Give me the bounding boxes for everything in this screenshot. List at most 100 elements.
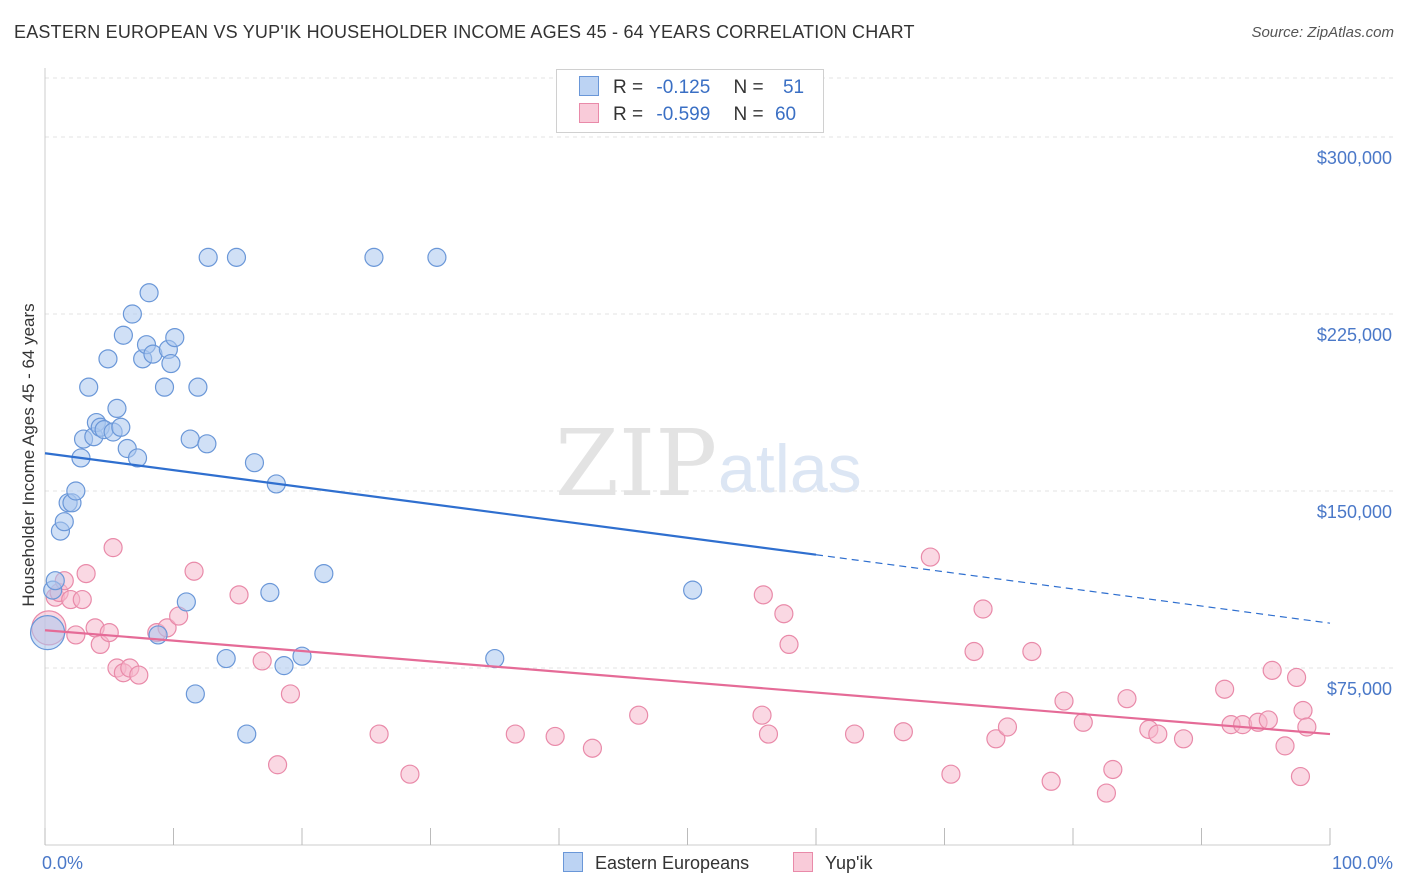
yupik-point-20 (229, 585, 249, 605)
yupik-point-30 (753, 585, 773, 605)
yupik-point-60 (1286, 667, 1307, 688)
yupik-point-34 (779, 634, 799, 655)
yupik-point-58 (1262, 660, 1282, 680)
watermark-zip: ZIP (555, 410, 717, 517)
yupik-point-38 (941, 764, 961, 784)
yupik-point-48 (1103, 759, 1123, 780)
yupik-point-33 (774, 604, 794, 624)
eastern-european-point-15 (98, 349, 118, 369)
yupik-point-32 (752, 705, 772, 725)
legend-swatch-blue (579, 76, 599, 96)
eastern-european-point-31 (165, 328, 185, 348)
legend-n-value-blue: 51 (782, 77, 805, 98)
yupik-point-21 (252, 651, 272, 671)
yupik-point-39 (964, 641, 984, 662)
yupik-point-59 (1275, 736, 1295, 756)
eastern-european-point-33 (180, 429, 200, 449)
legend-r-value-blue: -0.125 (656, 77, 711, 98)
correlation-legend: R = -0.125 N = 51 R = -0.599 N = 60 (556, 69, 824, 133)
bottom-legend-eastern-europeans: Eastern Europeans (563, 852, 749, 874)
yupik-point-23 (280, 684, 301, 704)
bottom-legend-swatch-pink (793, 852, 813, 872)
yupik-point-41 (986, 729, 1006, 749)
yupik-point-7 (76, 563, 96, 584)
eastern-european-point-18 (111, 417, 131, 437)
legend-n-value-pink: 60 (774, 104, 797, 125)
eastern-european-point-46 (314, 563, 334, 584)
axes (44, 68, 1331, 846)
yupik-point-11 (103, 538, 123, 558)
yupik-point-49 (1117, 689, 1137, 709)
eastern-european-point-37 (198, 247, 218, 267)
eastern-european-point-7 (66, 481, 86, 501)
eastern-european-point-10 (79, 377, 99, 397)
eastern-european-point-42 (260, 582, 280, 603)
yupik-point-63 (1290, 766, 1311, 787)
y-tick-label-1: $150,000 (1317, 502, 1392, 522)
eastern-european-point-39 (226, 247, 247, 267)
eastern-european-point-44 (274, 656, 294, 676)
x-tick-label-0: 0.0% (42, 853, 83, 873)
yupik-point-31 (758, 724, 779, 744)
bottom-legend-yupik: Yup'ik (793, 852, 872, 874)
yupik-point-45 (1054, 691, 1074, 711)
y-tick-label-3: $300,000 (1317, 148, 1392, 168)
yupik-point-19 (184, 561, 204, 581)
yupik-point-51 (1148, 724, 1168, 744)
yupik-point-52 (1173, 729, 1194, 749)
eastern-european-point-32 (176, 592, 196, 612)
eastern-european-point-19 (113, 325, 133, 345)
eastern-european-point-25 (139, 283, 159, 303)
legend-r-value-pink: -0.599 (656, 104, 711, 125)
yupik-point-15 (129, 665, 149, 685)
eastern-european-points (29, 247, 703, 744)
y-tick-label-2: $225,000 (1317, 325, 1392, 345)
yupik-point-22 (267, 755, 288, 775)
yupik-points (31, 538, 1317, 803)
yupik-point-42 (997, 717, 1018, 737)
yupik-point-36 (893, 722, 913, 742)
legend-row-yupik: R = -0.599 N = 60 (579, 103, 796, 127)
watermark: ZIP atlas (555, 410, 862, 517)
yupik-point-44 (1041, 771, 1061, 791)
eastern-european-point-36 (197, 434, 217, 454)
eastern-european-trend-extension (815, 554, 1331, 624)
eastern-european-point-28 (154, 377, 175, 397)
x-tick-labels: 0.0% 100.0% (42, 853, 1393, 873)
y-tick-label-0: $75,000 (1327, 679, 1392, 699)
y-axis-title: Householder Income Ages 45 - 64 years (19, 303, 38, 606)
eastern-european-point-49 (427, 247, 447, 267)
watermark-atlas: atlas (718, 431, 862, 507)
eastern-european-trend-line (44, 452, 817, 556)
y-tick-labels: $75,000 $150,000 $225,000 $300,000 (1317, 148, 1392, 699)
eastern-european-point-21 (122, 304, 142, 324)
eastern-european-point-40 (237, 724, 257, 744)
chart-title: EASTERN EUROPEAN VS YUP'IK HOUSEHOLDER I… (14, 22, 915, 42)
eastern-european-point-30 (161, 353, 181, 374)
yupik-point-47 (1096, 783, 1117, 803)
yupik-point-25 (400, 764, 420, 784)
x-tick-label-1: 100.0% (1332, 853, 1393, 873)
eastern-european-point-47 (364, 247, 384, 267)
yupik-point-43 (1022, 641, 1042, 662)
eastern-european-point-0 (29, 614, 66, 651)
bottom-legend-swatch-blue (563, 852, 583, 872)
eastern-european-point-27 (148, 625, 168, 645)
eastern-european-point-22 (127, 448, 148, 468)
eastern-european-point-34 (185, 684, 205, 704)
yupik-point-28 (582, 738, 603, 758)
eastern-european-point-2 (45, 571, 65, 591)
eastern-european-point-50 (683, 580, 703, 600)
yupik-point-5 (66, 625, 86, 645)
yupik-point-57 (1258, 710, 1278, 730)
eastern-european-point-38 (216, 648, 236, 669)
yupik-point-46 (1073, 712, 1093, 732)
legend-swatch-pink (579, 103, 599, 123)
eastern-european-point-4 (54, 512, 74, 532)
eastern-european-point-48 (485, 648, 505, 669)
yupik-trend-line (44, 629, 1331, 736)
yupik-point-6 (72, 589, 92, 610)
gridlines (45, 77, 1395, 669)
yupik-point-37 (920, 547, 940, 567)
yupik-point-35 (844, 724, 865, 744)
